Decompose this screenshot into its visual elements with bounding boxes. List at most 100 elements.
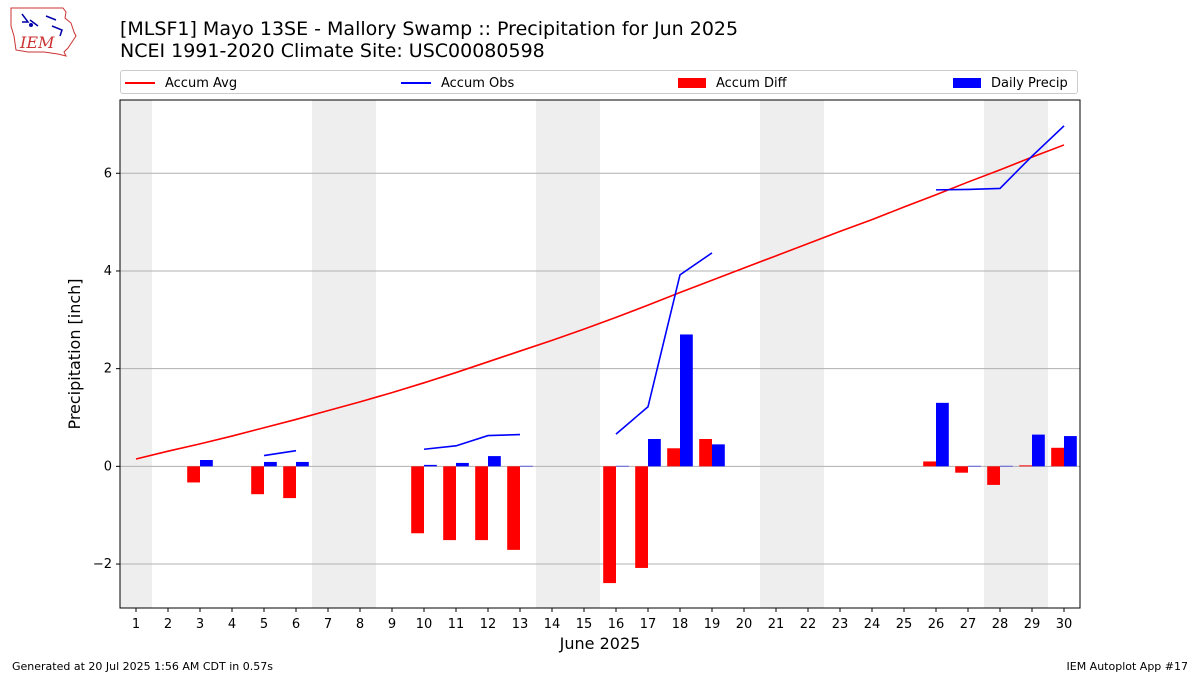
y-axis-label: Precipitation [inch] — [65, 278, 84, 429]
weekend-band — [568, 100, 600, 608]
x-tick-label: 5 — [260, 617, 268, 632]
weekend-band — [344, 100, 376, 608]
bar-daily-precip — [296, 461, 309, 467]
bar-accum-diff — [699, 438, 712, 467]
bar-accum-diff — [987, 466, 1000, 485]
x-tick-label: 26 — [928, 617, 945, 632]
x-tick-label: 21 — [768, 617, 785, 632]
legend-swatch-daily-precip — [953, 78, 981, 88]
bar-accum-diff — [955, 466, 968, 473]
x-tick-label: 14 — [544, 617, 561, 632]
bar-daily-precip — [648, 438, 661, 467]
legend: Accum Avg Accum Obs Accum Diff Daily Pre… — [120, 70, 1078, 94]
bar-accum-diff — [475, 466, 488, 541]
x-tick-label: 30 — [1056, 617, 1073, 632]
plot-frame — [119, 99, 1081, 609]
weekend-band — [312, 100, 344, 608]
line-accum-obs — [935, 125, 1065, 191]
legend-item-accum-diff: Accum Diff — [678, 74, 787, 92]
x-tick-label: 1 — [132, 617, 140, 632]
x-tick-label: 3 — [196, 617, 204, 632]
legend-swatch-accum-obs — [401, 82, 431, 84]
x-tick-label: 6 — [292, 617, 300, 632]
legend-label-daily-precip: Daily Precip — [991, 75, 1068, 91]
line-accum-obs — [423, 433, 521, 451]
footer-generated: Generated at 20 Jul 2025 1:56 AM CDT in … — [12, 660, 273, 673]
x-tick-label: 11 — [448, 617, 465, 632]
bar-accum-diff — [1051, 447, 1064, 467]
weekend-band — [792, 100, 824, 608]
line-accum-obs — [615, 252, 713, 435]
bar-daily-precip — [712, 444, 725, 467]
x-tick-label: 7 — [324, 617, 332, 632]
bar-accum-diff — [1019, 465, 1032, 467]
bar-accum-diff — [187, 466, 200, 483]
x-tick-label: 18 — [672, 617, 689, 632]
iem-logo: IEM — [10, 7, 77, 57]
iem-logo-text: IEM — [19, 33, 55, 52]
x-tick-label: 13 — [512, 617, 529, 632]
line-accum-obs — [263, 449, 297, 457]
x-tick-label: 19 — [704, 617, 721, 632]
bar-daily-precip — [200, 459, 213, 467]
legend-swatch-accum-avg — [125, 82, 155, 84]
footer-app: IEM Autoplot App #17 — [1066, 660, 1189, 673]
x-tick-label: 27 — [960, 617, 977, 632]
bar-accum-diff — [411, 466, 424, 534]
y-tick-label: 6 — [104, 166, 112, 181]
x-tick-label: 8 — [356, 617, 364, 632]
y-tick-label: −2 — [93, 557, 112, 572]
legend-swatch-accum-diff — [678, 78, 706, 88]
bar-daily-precip — [1032, 434, 1045, 467]
x-tick-label: 10 — [416, 617, 433, 632]
line-accum-avg — [135, 144, 1065, 460]
bar-accum-diff — [443, 466, 456, 541]
bar-accum-diff — [667, 448, 680, 467]
bar-accum-diff — [635, 466, 648, 568]
bar-accum-diff — [507, 466, 520, 550]
weekend-band — [536, 100, 568, 608]
bar-daily-precip — [1000, 465, 1013, 467]
bar-daily-precip — [1064, 436, 1077, 467]
x-tick-label: 16 — [608, 617, 625, 632]
legend-item-accum-avg: Accum Avg — [125, 74, 237, 92]
chart-title: [MLSF1] Mayo 13SE - Mallory Swamp :: Pre… — [120, 18, 738, 62]
bar-daily-precip — [680, 334, 693, 467]
legend-label-accum-obs: Accum Obs — [441, 75, 515, 91]
legend-item-daily-precip: Daily Precip — [953, 74, 1068, 92]
bar-daily-precip — [264, 461, 277, 467]
x-tick-label: 29 — [1024, 617, 1041, 632]
x-tick-label: 2 — [164, 617, 172, 632]
y-tick-label: 4 — [104, 264, 112, 279]
bar-accum-diff — [923, 461, 936, 467]
bar-daily-precip — [936, 402, 949, 467]
title-line-2: NCEI 1991-2020 Climate Site: USC00080598 — [120, 40, 545, 62]
bar-accum-diff — [251, 466, 264, 495]
x-tick-label: 23 — [832, 617, 849, 632]
weekend-band — [760, 100, 792, 608]
bar-accum-diff — [603, 466, 616, 584]
x-tick-label: 24 — [864, 617, 881, 632]
bar-daily-precip — [456, 462, 469, 467]
legend-item-accum-obs: Accum Obs — [401, 74, 514, 92]
x-tick-label: 28 — [992, 617, 1009, 632]
weekend-band — [120, 100, 152, 608]
bar-accum-diff — [283, 466, 296, 499]
x-tick-label: 9 — [388, 617, 396, 632]
bar-daily-precip — [520, 465, 533, 467]
bar-daily-precip — [968, 465, 981, 467]
x-tick-label: 12 — [480, 617, 497, 632]
bar-daily-precip — [616, 465, 629, 467]
legend-label-accum-avg: Accum Avg — [165, 75, 238, 91]
weekend-band — [984, 100, 1016, 608]
y-tick-label: 2 — [104, 362, 112, 377]
x-axis-label: June 2025 — [559, 634, 641, 653]
title-line-1: [MLSF1] Mayo 13SE - Mallory Swamp :: Pre… — [120, 18, 739, 40]
bar-daily-precip — [424, 464, 437, 467]
y-tick-label: 0 — [104, 459, 112, 474]
legend-label-accum-diff: Accum Diff — [716, 75, 787, 91]
weekend-band — [1016, 100, 1048, 608]
x-tick-label: 22 — [800, 617, 817, 632]
x-tick-label: 15 — [576, 617, 593, 632]
